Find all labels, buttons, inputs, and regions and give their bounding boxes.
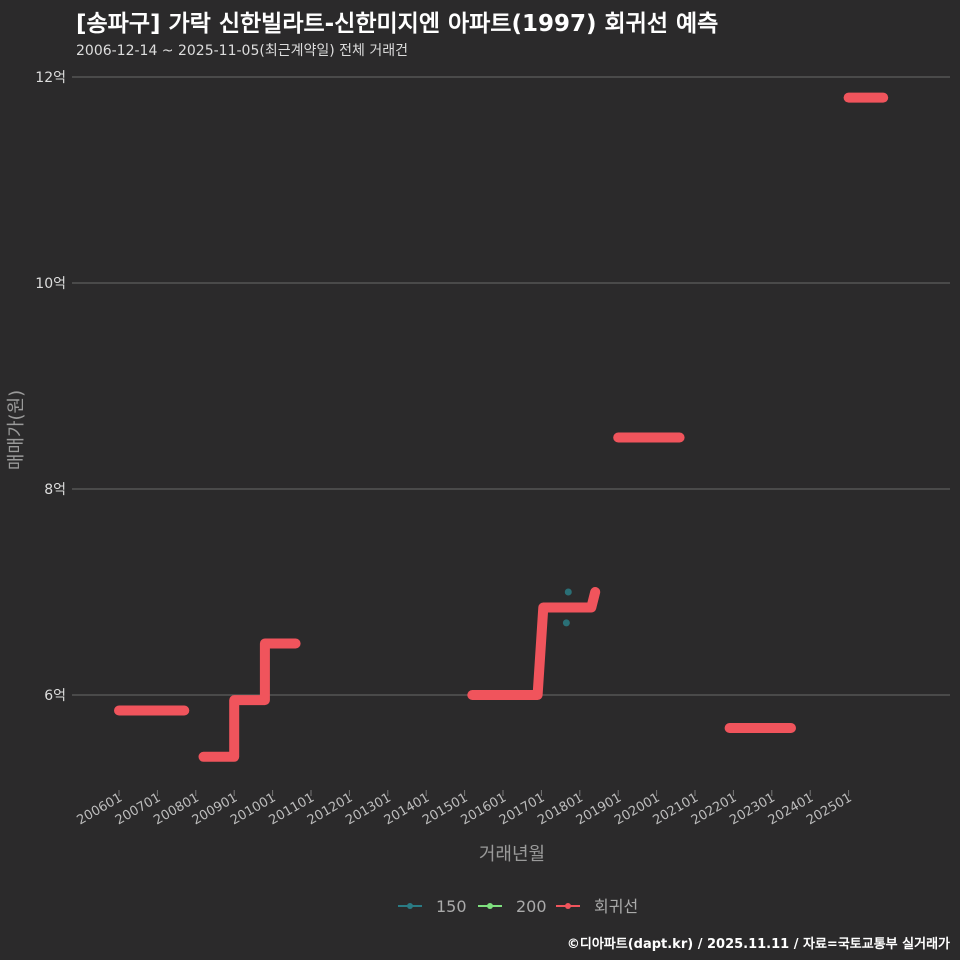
gridlines: [72, 76, 950, 696]
x-axis-label: 거래년월: [479, 844, 545, 865]
legend-key-dot: [407, 903, 413, 909]
regression-line-segment: [198, 638, 301, 762]
footer-credit: ©디아파트(dapt.kr) / 2025.11.11 / 자료=국토교통부 실…: [566, 937, 950, 952]
x-tick-labels: 2006012007012008012009012010012011012012…: [75, 790, 855, 828]
chart-subtitle: 2006-12-14 ~ 2025-11-05(최근계약일) 전체 거래건: [76, 43, 408, 59]
y-tick-label: 12억: [35, 70, 66, 86]
series-layer: [114, 92, 889, 762]
legend-label: 200: [516, 897, 547, 916]
legend: 150 200 회귀선: [398, 897, 638, 916]
y-axis-label: 매매가(원): [6, 390, 27, 470]
legend-label: 회귀선: [594, 897, 638, 916]
y-tick-label: 6억: [44, 688, 66, 704]
legend-key-dot: [487, 903, 493, 909]
y-tick-labels: 6억 8억 10억 12억: [35, 70, 66, 704]
chart-title: [송파구] 가락 신한빌라트-신한미지엔 아파트(1997) 회귀선 예측: [76, 11, 719, 37]
regression-line-segment: [467, 587, 601, 700]
legend-label: 150: [436, 897, 467, 916]
scatter-point-150: [564, 588, 572, 596]
y-tick-label: 8억: [44, 482, 66, 498]
y-tick-label: 10억: [35, 276, 66, 292]
scatter-point-150: [562, 619, 570, 627]
legend-key-dot: [565, 903, 571, 909]
